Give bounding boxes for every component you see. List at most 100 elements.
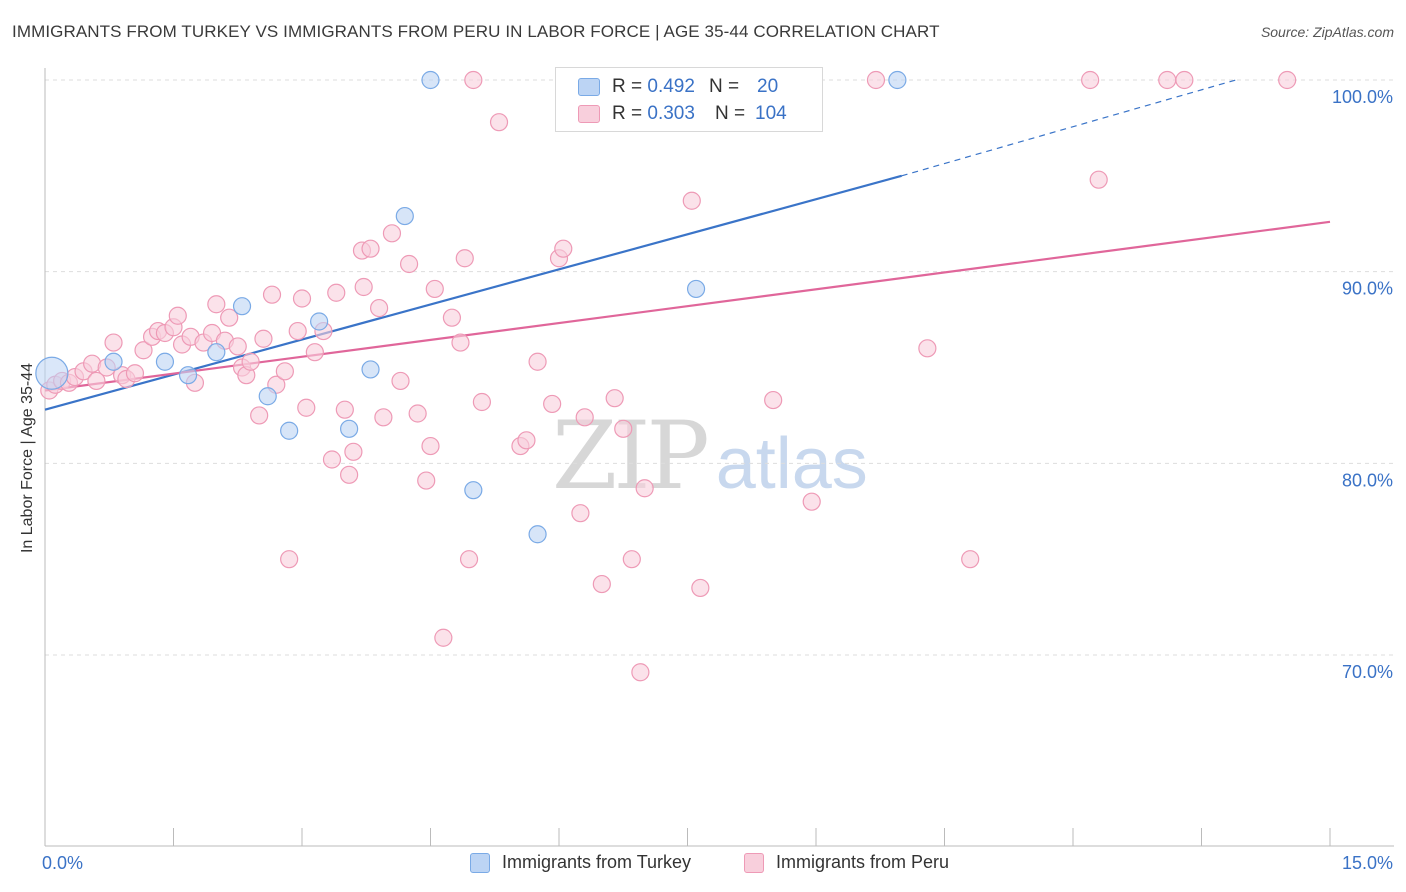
- peru-point: [1158, 70, 1177, 90]
- tick-labels: 70.0% 80.0% 90.0% 100.0% 0.0% 15.0%: [42, 87, 1393, 873]
- peru-point: [1081, 70, 1100, 90]
- x-tick-label: 15.0%: [1342, 853, 1393, 873]
- peru-point: [442, 308, 462, 327]
- peru-point: [1175, 70, 1194, 90]
- turkey-point: [280, 421, 299, 440]
- peru-point: [250, 406, 269, 425]
- peru-point: [1278, 70, 1297, 90]
- turkey-point: [340, 419, 359, 438]
- turkey-point: [35, 356, 69, 390]
- peru-point: [472, 392, 491, 412]
- peru-point: [691, 578, 710, 598]
- turkey-point: [104, 352, 123, 371]
- peru-point: [391, 371, 410, 391]
- correlation-legend: R = 0.492 N = 20 R = 0.303 N = 104: [555, 67, 823, 132]
- turkey-point: [361, 360, 380, 379]
- peru-point: [455, 249, 474, 268]
- peru-point: [622, 550, 641, 569]
- peru-point: [305, 343, 324, 362]
- legend-row-peru: R = 0.303 N = 104: [578, 101, 787, 127]
- peru-point: [1089, 170, 1108, 189]
- peru-point: [489, 113, 509, 132]
- peru-point: [87, 371, 106, 391]
- peru-point: [605, 389, 624, 408]
- peru-point: [764, 390, 783, 410]
- peru-point: [425, 279, 444, 299]
- peru-point: [382, 224, 402, 243]
- peru-point: [168, 306, 187, 325]
- legend-swatch-turkey: [470, 852, 490, 873]
- peru-point: [682, 191, 701, 210]
- turkey-point: [464, 481, 483, 500]
- legend-n-value: 20: [757, 76, 779, 97]
- legend-item-peru[interactable]: Immigrants from Peru: [744, 852, 949, 873]
- turkey-point: [207, 343, 226, 362]
- peru-point: [802, 492, 821, 511]
- peru-point: [241, 352, 260, 371]
- watermark-atlas: atlas: [715, 424, 868, 504]
- peru-point: [459, 550, 479, 569]
- peru-point: [592, 574, 611, 594]
- legend-swatch-peru: [744, 852, 764, 873]
- peru-point: [575, 408, 594, 427]
- legend-r-value: 0.303: [647, 103, 695, 124]
- x-tick-label: 0.0%: [42, 853, 83, 873]
- legend-n-label: N =: [714, 103, 746, 124]
- peru-point: [288, 321, 307, 341]
- chart-title: IMMIGRANTS FROM TURKEY VS IMMIGRANTS FRO…: [12, 22, 940, 41]
- legend-row-turkey: R = 0.492 N = 20: [578, 74, 778, 100]
- peru-point: [417, 471, 436, 490]
- peru-point: [134, 341, 153, 360]
- series-turkey-points: [35, 70, 907, 544]
- peru-point: [421, 436, 440, 456]
- turkey-point: [888, 70, 907, 90]
- peru-point: [554, 239, 573, 258]
- legend-item-turkey[interactable]: Immigrants from Turkey: [470, 852, 691, 873]
- peru-point: [335, 400, 354, 419]
- legend-r-label: R =: [612, 103, 643, 124]
- peru-point: [354, 277, 373, 297]
- peru-point: [254, 329, 273, 348]
- peru-point: [322, 450, 342, 469]
- peru-point: [361, 239, 380, 258]
- peru-point: [220, 308, 239, 327]
- turkey-point: [686, 279, 706, 299]
- y-tick-label: 70.0%: [1342, 662, 1393, 682]
- peru-point: [571, 504, 590, 523]
- peru-point: [866, 70, 886, 90]
- legend-n-value: 104: [755, 103, 787, 124]
- y-tick-label: 90.0%: [1342, 279, 1393, 299]
- peru-point: [125, 364, 145, 383]
- peru-point: [262, 285, 282, 304]
- peru-point: [517, 431, 536, 450]
- series-peru-points: [40, 70, 1297, 682]
- peru-point: [961, 550, 980, 569]
- legend-r-value: 0.492: [647, 76, 695, 97]
- peru-point: [399, 254, 419, 274]
- legend-label-turkey: Immigrants from Turkey: [502, 852, 692, 872]
- peru-point: [327, 283, 346, 302]
- watermark: ZIP atlas: [552, 402, 868, 511]
- peru-point: [543, 394, 562, 414]
- trend-line-turkey-extension: [901, 79, 1236, 177]
- legend-n-label: N =: [708, 76, 740, 97]
- peru-point: [451, 333, 470, 352]
- legend-swatch-turkey: [578, 78, 600, 96]
- peru-point: [297, 398, 316, 417]
- turkey-point: [310, 312, 329, 331]
- peru-point: [292, 289, 312, 308]
- turkey-point: [232, 297, 252, 316]
- turkey-point: [155, 352, 175, 371]
- legend-r-label: R =: [612, 76, 643, 97]
- axes: [44, 68, 1394, 847]
- legend-label-peru: Immigrants from Peru: [776, 852, 950, 872]
- peru-point: [528, 352, 547, 371]
- peru-point: [635, 479, 654, 498]
- peru-point: [464, 70, 483, 90]
- turkey-point: [395, 206, 414, 226]
- peru-point: [228, 337, 247, 356]
- peru-point: [280, 550, 299, 569]
- y-axis-label: In Labor Force | Age 35-44: [19, 362, 36, 554]
- peru-point: [918, 339, 937, 358]
